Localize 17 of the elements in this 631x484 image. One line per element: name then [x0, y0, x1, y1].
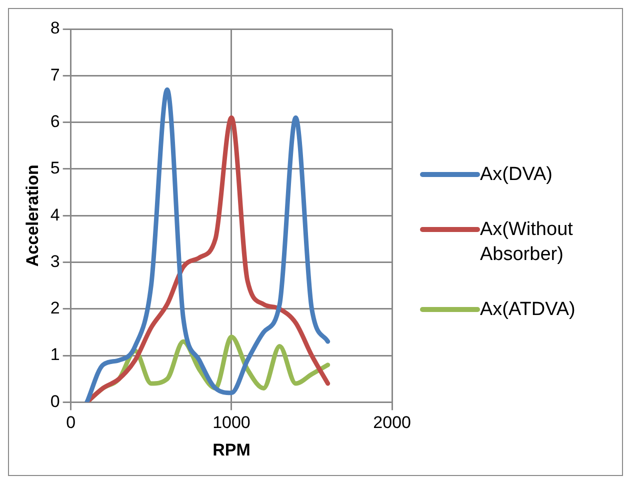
- y-axis-title: Acceleration: [22, 164, 42, 267]
- legend-label: Ax(Without Absorber): [480, 218, 574, 267]
- y-tick-label: 2: [50, 298, 60, 318]
- x-axis-title: RPM: [212, 440, 250, 460]
- y-tick-label: 4: [50, 205, 60, 224]
- x-tick-label: 2000: [373, 413, 412, 432]
- y-tick-label: 7: [50, 65, 60, 84]
- legend-label: Ax(ATDVA): [480, 298, 576, 322]
- legend-label: Ax(DVA): [480, 163, 554, 187]
- y-tick-label: 3: [50, 252, 60, 271]
- y-tick-label: 6: [50, 112, 60, 131]
- y-tick-label: 8: [50, 18, 60, 38]
- x-tick-label: 1000: [212, 413, 250, 432]
- y-tick-label: 5: [50, 158, 60, 178]
- x-tick-label: 0: [66, 413, 76, 432]
- y-tick-label: 0: [50, 392, 60, 411]
- y-tick-label: 1: [50, 345, 60, 364]
